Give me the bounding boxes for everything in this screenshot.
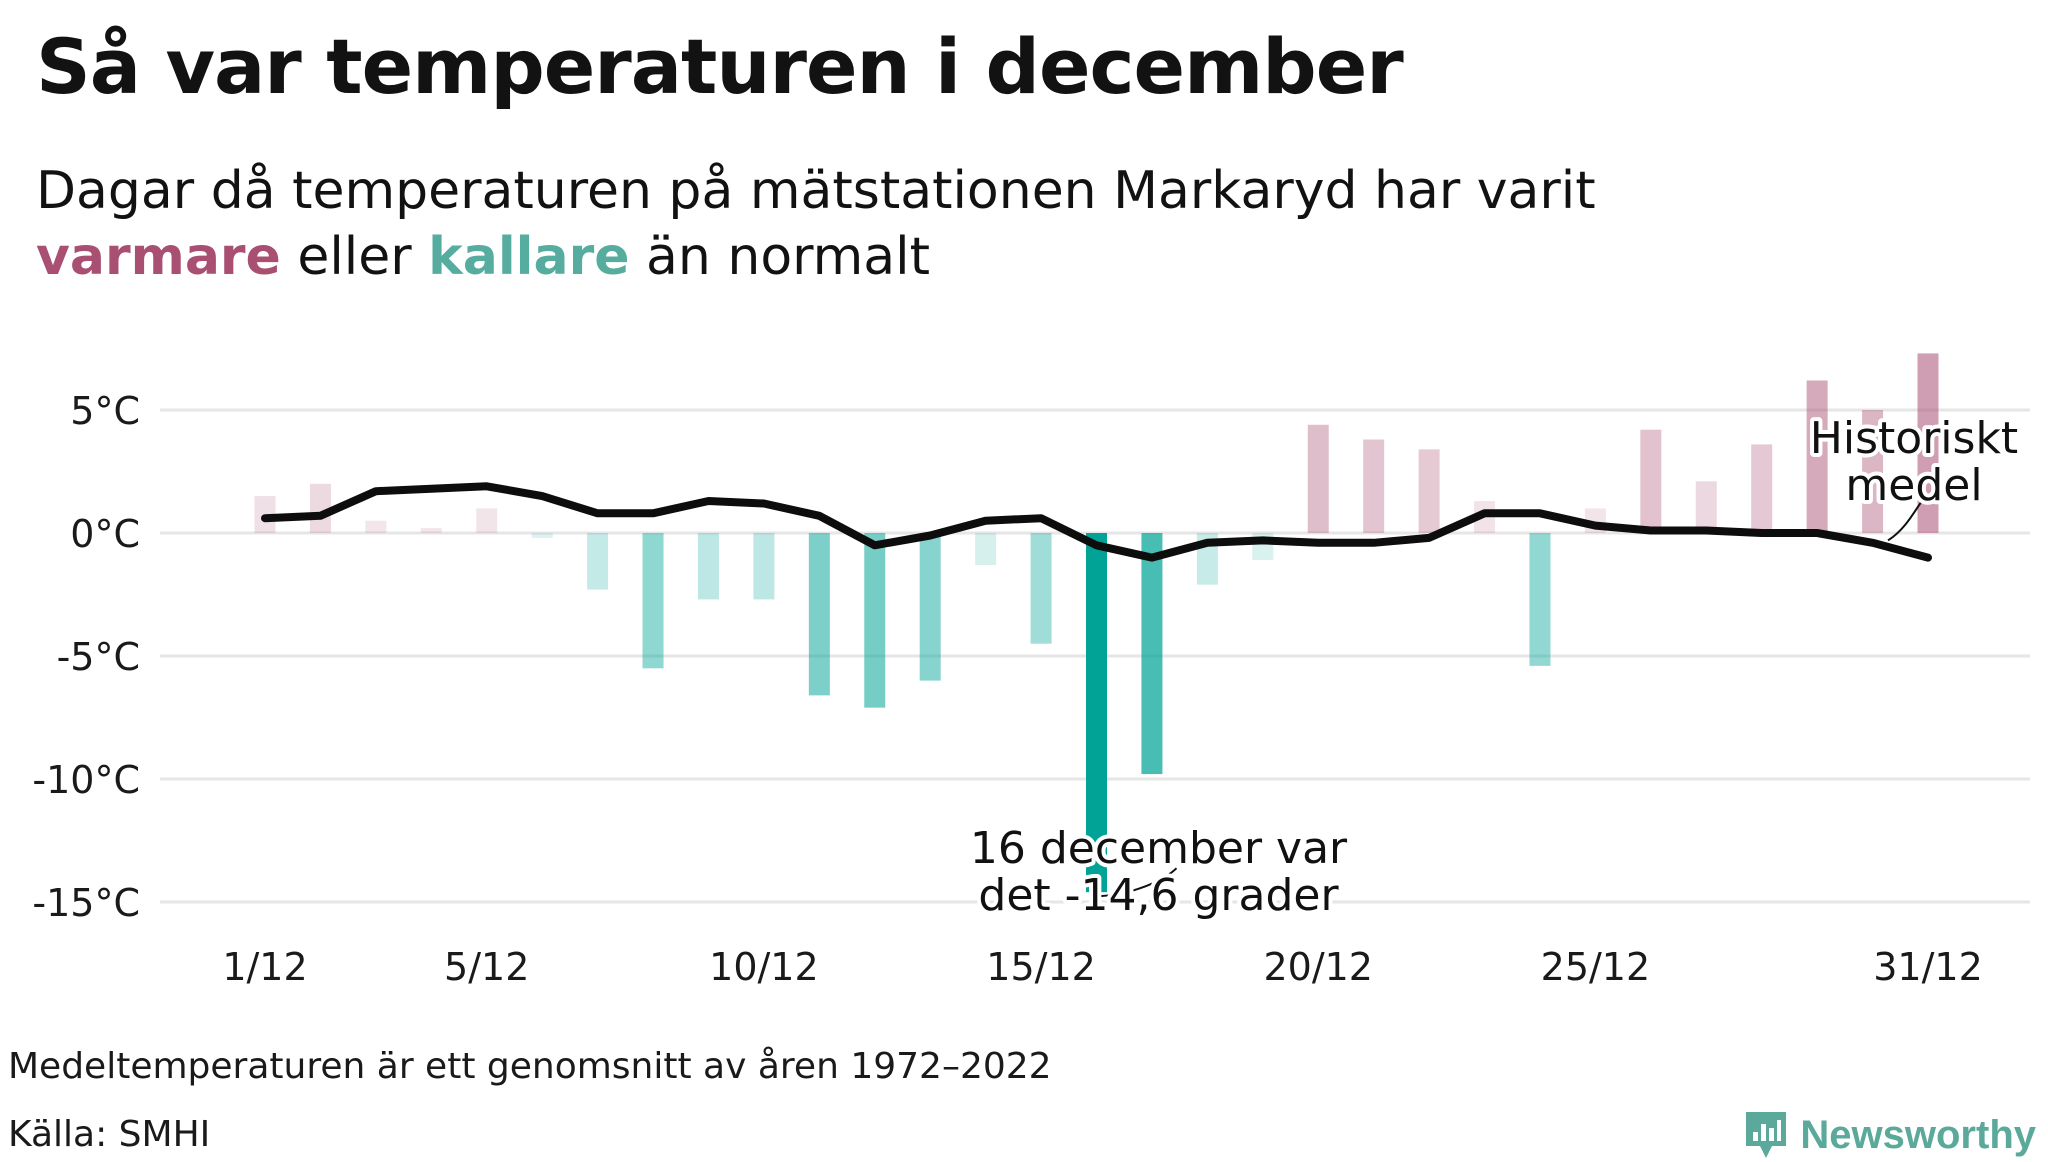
subtitle-connector: eller bbox=[297, 227, 412, 287]
chart-title: Så var temperaturen i december bbox=[36, 22, 1404, 111]
y-axis-labels: 5°C 0°C -5°C -10°C -15°C bbox=[32, 389, 140, 925]
annotation-mean-text: Historiskt bbox=[1810, 413, 2018, 464]
bar bbox=[1917, 353, 1939, 533]
bar bbox=[1862, 410, 1884, 533]
x-axis-labels: 1/12 5/12 10/12 15/12 20/12 25/12 31/12 bbox=[222, 945, 1982, 989]
bar bbox=[531, 533, 553, 538]
bar bbox=[1363, 439, 1385, 533]
y-tick-label: -10°C bbox=[32, 758, 140, 802]
x-tick-label: 15/12 bbox=[986, 945, 1096, 989]
annotation-min-text: det -14,6 grader bbox=[978, 870, 1339, 921]
bar bbox=[919, 533, 941, 681]
x-tick-label: 20/12 bbox=[1263, 945, 1373, 989]
source-label: Källa: SMHI bbox=[8, 1114, 211, 1155]
bar bbox=[309, 483, 331, 533]
annotation-leader-min bbox=[1100, 867, 1178, 898]
bar bbox=[697, 533, 719, 600]
x-tick-label: 1/12 bbox=[222, 945, 307, 989]
legend-warm-label: varmare bbox=[36, 227, 281, 287]
y-tick-label: 5°C bbox=[70, 389, 140, 433]
bar bbox=[975, 533, 997, 565]
bar bbox=[753, 533, 775, 600]
subtitle-line-1: Dagar då temperaturen på mätstationen Ma… bbox=[36, 161, 1596, 221]
annotation-mean-text: medel bbox=[1845, 460, 1982, 511]
annotation-leader-mean bbox=[1887, 495, 1927, 542]
chart-subtitle: Dagar då temperaturen på mätstationen Ma… bbox=[36, 158, 1596, 290]
footnote: Medeltemperaturen är ett genomsnitt av å… bbox=[8, 1046, 1052, 1087]
bar bbox=[476, 508, 498, 533]
bar bbox=[864, 533, 886, 708]
bar bbox=[1030, 533, 1052, 644]
y-tick-label: -15°C bbox=[32, 881, 140, 925]
y-tick-label: 0°C bbox=[70, 512, 140, 556]
x-tick-label: 25/12 bbox=[1541, 945, 1651, 989]
mean-line bbox=[261, 482, 1932, 562]
mean-line-layer bbox=[261, 482, 1932, 562]
bar bbox=[1141, 533, 1163, 775]
subtitle-end: än normalt bbox=[646, 227, 930, 287]
bar bbox=[1751, 444, 1773, 533]
bar bbox=[1529, 533, 1551, 666]
bar bbox=[1806, 380, 1828, 533]
subtitle-line-2: varmare eller kallare än normalt bbox=[36, 224, 1596, 290]
bar bbox=[1086, 533, 1107, 893]
annotation-min-text: 16 december var bbox=[970, 823, 1348, 874]
bar bbox=[1695, 481, 1717, 533]
x-tick-label: 5/12 bbox=[444, 945, 529, 989]
bar bbox=[642, 533, 664, 669]
brand-name: Newsworthy bbox=[1800, 1112, 2036, 1157]
bars-layer bbox=[254, 353, 1939, 893]
x-tick-label: 31/12 bbox=[1873, 945, 1983, 989]
y-tick-label: -5°C bbox=[57, 635, 140, 679]
bar bbox=[1640, 429, 1662, 533]
bar bbox=[1418, 449, 1440, 533]
legend-cold-label: kallare bbox=[428, 227, 630, 287]
bar bbox=[808, 533, 830, 696]
bar bbox=[365, 520, 387, 533]
bar bbox=[587, 533, 609, 590]
bar bbox=[1307, 424, 1329, 533]
newsworthy-logo-icon bbox=[1746, 1112, 1787, 1158]
x-tick-label: 10/12 bbox=[709, 945, 819, 989]
bar bbox=[420, 528, 442, 533]
brand[interactable]: Newsworthy bbox=[1742, 1108, 2036, 1162]
